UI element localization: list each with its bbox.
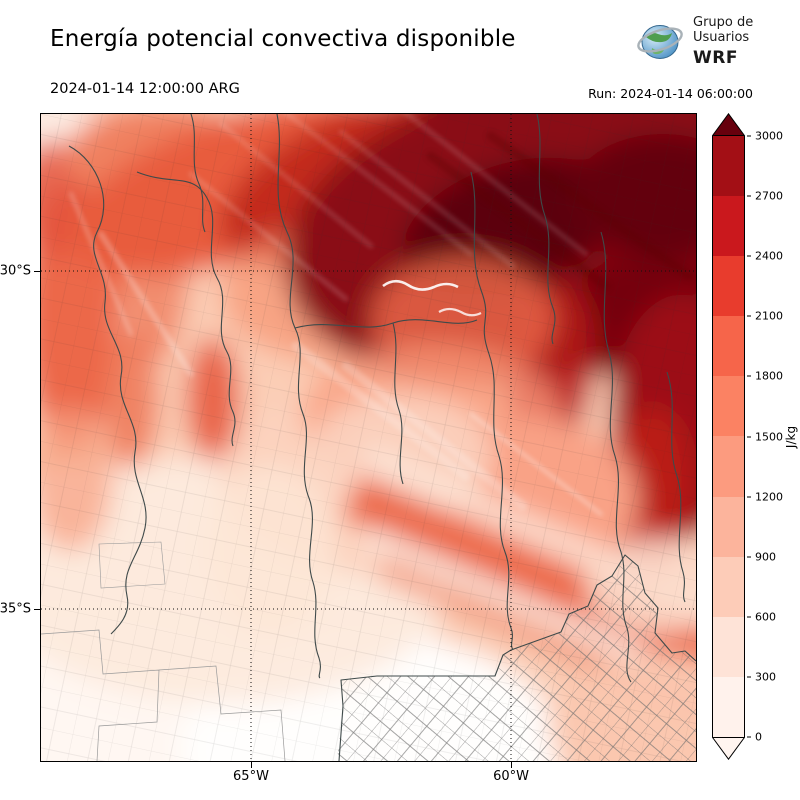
globe-icon (637, 25, 683, 59)
colorbar-tick-label: 2400 (747, 250, 783, 263)
colorbar-segment (713, 136, 744, 197)
y-axis-tick-label: 30°S (0, 263, 31, 279)
colorbar-tick-label: 1500 (747, 430, 783, 443)
logo-text: Grupo de Usuarios WRF (693, 15, 753, 68)
colorbar-segment (713, 616, 744, 677)
colorbar-segment (713, 196, 744, 257)
colorbar-tick-label: 2100 (747, 310, 783, 323)
y-axis-tick-label: 35°S (0, 601, 31, 617)
y-axis-tick-mark (34, 609, 40, 611)
wrf-users-logo: Grupo de Usuarios WRF (636, 15, 753, 68)
logo-org-line3: WRF (693, 47, 738, 68)
colorbar-tick-label: 600 (747, 610, 776, 623)
valid-time-label: 2024-01-14 12:00:00 ARG (50, 81, 240, 97)
colorbar-tick-label: 900 (747, 550, 776, 563)
colorbar-tick-label: 2700 (747, 190, 783, 203)
colorbar-unit-label: J/kg (784, 425, 798, 448)
x-axis-tick-label: 65°W (233, 769, 269, 784)
colorbar: 3000 2700 2400 2100 1800 1500 1200 900 600 300 0 J… (712, 113, 798, 760)
map-frame: 30°S 35°S 65°W 60°W (0, 113, 697, 784)
colorbar-segment (713, 436, 744, 497)
run-time-label: Run: 2024-01-14 06:00:00 (588, 86, 753, 101)
colorbar-arrow-up-icon (712, 113, 745, 136)
colorbar-segment (713, 676, 744, 737)
cape-field-map (41, 114, 696, 761)
x-axis-tick-mark (250, 762, 252, 768)
colorbar-arrow-down-icon (712, 737, 745, 760)
colorbar-segment (713, 556, 744, 617)
logo-org-line2: Usuarios (693, 30, 750, 46)
x-axis-tick-mark (511, 762, 513, 768)
colorbar-segment (713, 256, 744, 317)
colorbar-tick-label: 0 (747, 731, 762, 744)
y-axis-tick-mark (34, 271, 40, 273)
colorbar-segment (713, 376, 744, 437)
department-grid (337, 555, 696, 761)
logo-org-line1: Grupo de (693, 15, 754, 30)
colorbar-ticks: 3000 2700 2400 2100 1800 1500 1200 900 600 300 0 (747, 130, 795, 744)
colorbar-tick-label: 3000 (747, 130, 783, 143)
colorbar-segment (713, 316, 744, 377)
contour-highlights (382, 279, 482, 317)
colorbar-segments (712, 136, 745, 737)
colorbar-segment (713, 496, 744, 557)
colorbar-tick-label: 1200 (747, 490, 783, 503)
x-axis-tick-label: 60°W (493, 769, 529, 784)
colorbar-tick-label: 1800 (747, 370, 783, 383)
page-title: Energía potencial convectiva disponible (50, 26, 516, 52)
province-borders (68, 114, 696, 761)
colorbar-tick-label: 300 (747, 670, 776, 683)
